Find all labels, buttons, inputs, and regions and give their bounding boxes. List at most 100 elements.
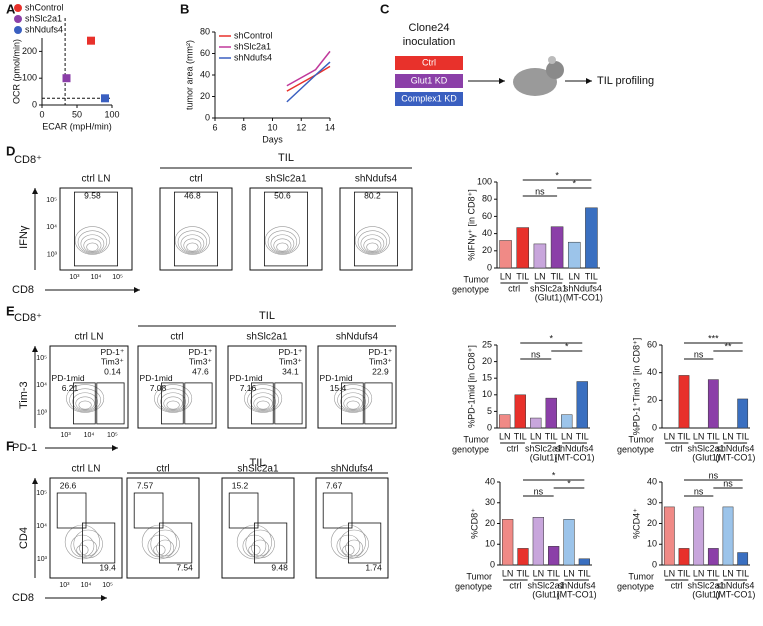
legend-label: shControl bbox=[234, 30, 273, 40]
gate bbox=[263, 191, 308, 267]
contour bbox=[256, 400, 270, 410]
header: TIL bbox=[259, 310, 275, 322]
line bbox=[286, 61, 331, 103]
significance-label: ns bbox=[534, 486, 544, 496]
group-sublabel: (Glut1) bbox=[692, 452, 720, 462]
result-label: TIL profiling bbox=[597, 75, 654, 87]
y-tick-label: 0 bbox=[487, 422, 492, 432]
gate bbox=[96, 382, 125, 425]
bar bbox=[707, 379, 719, 429]
contour bbox=[166, 400, 180, 410]
significance-label: * bbox=[549, 333, 553, 343]
contour bbox=[156, 539, 175, 557]
y-tick-label: 40 bbox=[485, 476, 495, 486]
gate-value: PD-1⁺ bbox=[368, 347, 392, 357]
gate-value: PD-1mid bbox=[52, 373, 85, 383]
y-tick-label: 10⁴ bbox=[46, 224, 57, 231]
y-tick-label: 10³ bbox=[47, 251, 58, 258]
contour bbox=[75, 396, 95, 411]
y-tick-label: 10³ bbox=[37, 409, 48, 416]
x-tick-label: TIL bbox=[516, 568, 529, 578]
y-axis-label: %CD8⁺ bbox=[469, 508, 479, 539]
group-label: shNdufs4 bbox=[555, 443, 593, 453]
y-tick-label: 40 bbox=[482, 228, 492, 238]
plot-title: shSlc2a1 bbox=[246, 332, 288, 343]
point bbox=[101, 94, 109, 103]
group-sublabel: (Glut1) bbox=[532, 589, 560, 599]
legend-label: shSlc2a1 bbox=[234, 41, 271, 51]
x-tick-label: TIL bbox=[707, 431, 720, 441]
contour bbox=[180, 234, 205, 254]
y-tick-label: 20 bbox=[200, 91, 210, 101]
y-tick-label: 60 bbox=[647, 339, 657, 349]
contour bbox=[270, 234, 295, 254]
bar bbox=[502, 519, 514, 566]
y-axis-label: %CD4⁺ bbox=[631, 508, 641, 539]
x-tick-label: TIL bbox=[578, 568, 591, 578]
x-tick-label: 10⁵ bbox=[102, 582, 113, 589]
contour bbox=[357, 230, 388, 254]
gate bbox=[82, 522, 116, 564]
gate bbox=[347, 522, 382, 564]
gate bbox=[364, 382, 393, 425]
significance-label: ns bbox=[535, 186, 545, 196]
flow-plot bbox=[249, 187, 323, 271]
group-label: shNdufs4 bbox=[716, 580, 754, 590]
x-tick-label: LN bbox=[722, 568, 734, 578]
bar bbox=[517, 548, 529, 566]
contour bbox=[276, 242, 289, 252]
y-tick-label: 200 bbox=[22, 46, 37, 56]
gate bbox=[133, 492, 164, 529]
y-tick-label: 80 bbox=[482, 194, 492, 204]
gate bbox=[250, 382, 274, 425]
gate-value: Tim3⁺ bbox=[101, 357, 125, 367]
x-tick-label: LN bbox=[530, 431, 542, 441]
bar bbox=[693, 506, 705, 566]
x-axis-label: genotype bbox=[452, 444, 489, 454]
x-tick-label: TIL bbox=[547, 568, 560, 578]
bar bbox=[576, 381, 588, 429]
contour bbox=[79, 539, 98, 557]
x-tick-label: 6 bbox=[212, 122, 217, 132]
gate-value: PD-1⁺ bbox=[100, 347, 124, 357]
contour bbox=[177, 230, 208, 254]
contour bbox=[267, 230, 298, 254]
group-sublabel: (MT-CO1) bbox=[715, 589, 755, 599]
significance-label: ns bbox=[709, 470, 719, 480]
y-tick-label: 40 bbox=[200, 69, 210, 79]
panel-label: E bbox=[6, 303, 15, 318]
significance-label: *** bbox=[708, 333, 719, 343]
y-tick-label: 10⁴ bbox=[36, 523, 47, 530]
x-tick-label: LN bbox=[722, 431, 734, 441]
significance-label: ns bbox=[694, 486, 704, 496]
gate-value: 19.4 bbox=[99, 562, 116, 572]
gate-value: 1.74 bbox=[365, 562, 382, 572]
y-tick-label: 5 bbox=[487, 406, 492, 416]
y-tick-label: 20 bbox=[485, 518, 495, 528]
plot-title: shNdufs4 bbox=[331, 464, 374, 475]
group-sublabel: (MT-CO1) bbox=[557, 589, 597, 599]
x-tick-label: 100 bbox=[104, 109, 119, 119]
panel-label: C bbox=[380, 1, 390, 16]
group-sublabel: (Glut1) bbox=[530, 452, 558, 462]
flow-plot bbox=[59, 187, 133, 271]
gate-value: 9.58 bbox=[84, 190, 101, 200]
group-label: shNdufs4 bbox=[564, 283, 602, 293]
y-tick-label: 0 bbox=[490, 559, 495, 569]
group-sublabel: (Glut1) bbox=[535, 292, 563, 302]
x-tick-label: 12 bbox=[296, 122, 306, 132]
flow-plot bbox=[339, 187, 413, 271]
contour bbox=[174, 226, 210, 255]
x-axis-label: genotype bbox=[617, 581, 654, 591]
flow-plot bbox=[49, 345, 129, 429]
gate bbox=[228, 492, 259, 529]
flow-plot bbox=[317, 345, 397, 429]
plot-title: ctrl LN bbox=[72, 464, 101, 475]
gate-value: 0.14 bbox=[104, 366, 121, 376]
contour bbox=[66, 384, 105, 413]
contour bbox=[264, 226, 300, 255]
significance-label: ns bbox=[723, 478, 733, 488]
contour bbox=[83, 238, 102, 253]
bar bbox=[514, 394, 526, 429]
